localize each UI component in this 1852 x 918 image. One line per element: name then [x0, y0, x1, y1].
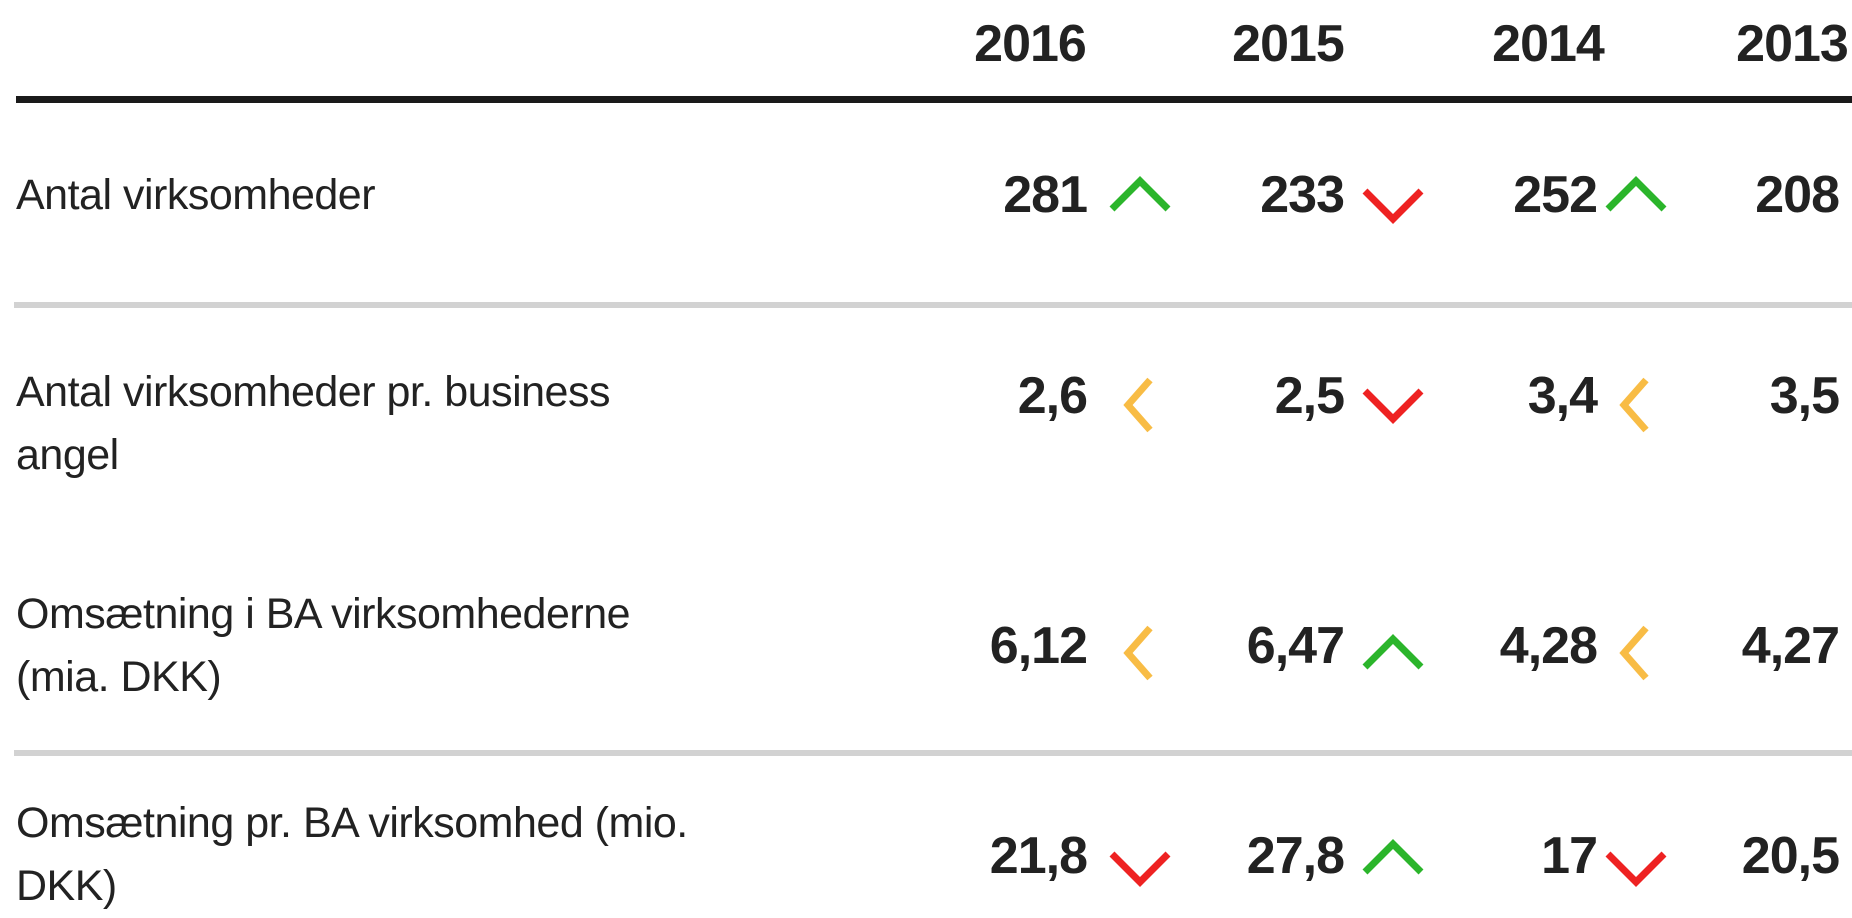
row-label: Omsætning pr. BA virksomhed (mio. DKK) — [16, 799, 688, 910]
trend-down — [1605, 851, 1667, 887]
trend-down — [1362, 388, 1424, 424]
cell-value: 2,5 — [1274, 367, 1345, 425]
cell-value: 17 — [1541, 827, 1598, 885]
trend-up — [1362, 839, 1424, 875]
column-header: 2015 — [1232, 15, 1345, 73]
column-header: 2014 — [1492, 15, 1605, 73]
trend-flat — [1123, 625, 1153, 681]
cell-value: 4,27 — [1741, 617, 1840, 675]
trend-flat — [1619, 377, 1649, 433]
cell-value: 3,4 — [1527, 367, 1598, 425]
column-header: 2013 — [1736, 15, 1849, 73]
cell-value: 6,47 — [1246, 617, 1345, 675]
row-label: Antal virksomheder pr. business angel — [16, 368, 610, 479]
cell-value: 2,6 — [1017, 367, 1088, 425]
row-divider — [14, 750, 1852, 756]
trend-up — [1362, 634, 1424, 670]
row-divider — [14, 302, 1852, 308]
trend-flat — [1123, 377, 1153, 433]
trend-down — [1109, 851, 1171, 887]
row-label: Antal virksomheder — [16, 171, 376, 219]
trend-up — [1605, 176, 1667, 212]
cell-value: 27,8 — [1246, 827, 1345, 885]
column-header: 2016 — [974, 15, 1087, 73]
cell-value: 20,5 — [1741, 827, 1840, 885]
cell-value: 233 — [1260, 166, 1345, 224]
cell-value: 3,5 — [1769, 367, 1840, 425]
row-label: Omsætning i BA virksomhederne (mia. DKK) — [16, 590, 631, 701]
cell-value: 208 — [1755, 166, 1840, 224]
cell-value: 252 — [1513, 166, 1598, 224]
trend-down — [1362, 188, 1424, 224]
trend-flat — [1619, 625, 1649, 681]
cell-value: 6,12 — [989, 617, 1088, 675]
header-rule — [16, 96, 1852, 103]
cell-value: 21,8 — [989, 827, 1088, 885]
cell-value: 281 — [1003, 166, 1088, 224]
cell-value: 4,28 — [1499, 617, 1598, 675]
trend-up — [1109, 176, 1171, 212]
